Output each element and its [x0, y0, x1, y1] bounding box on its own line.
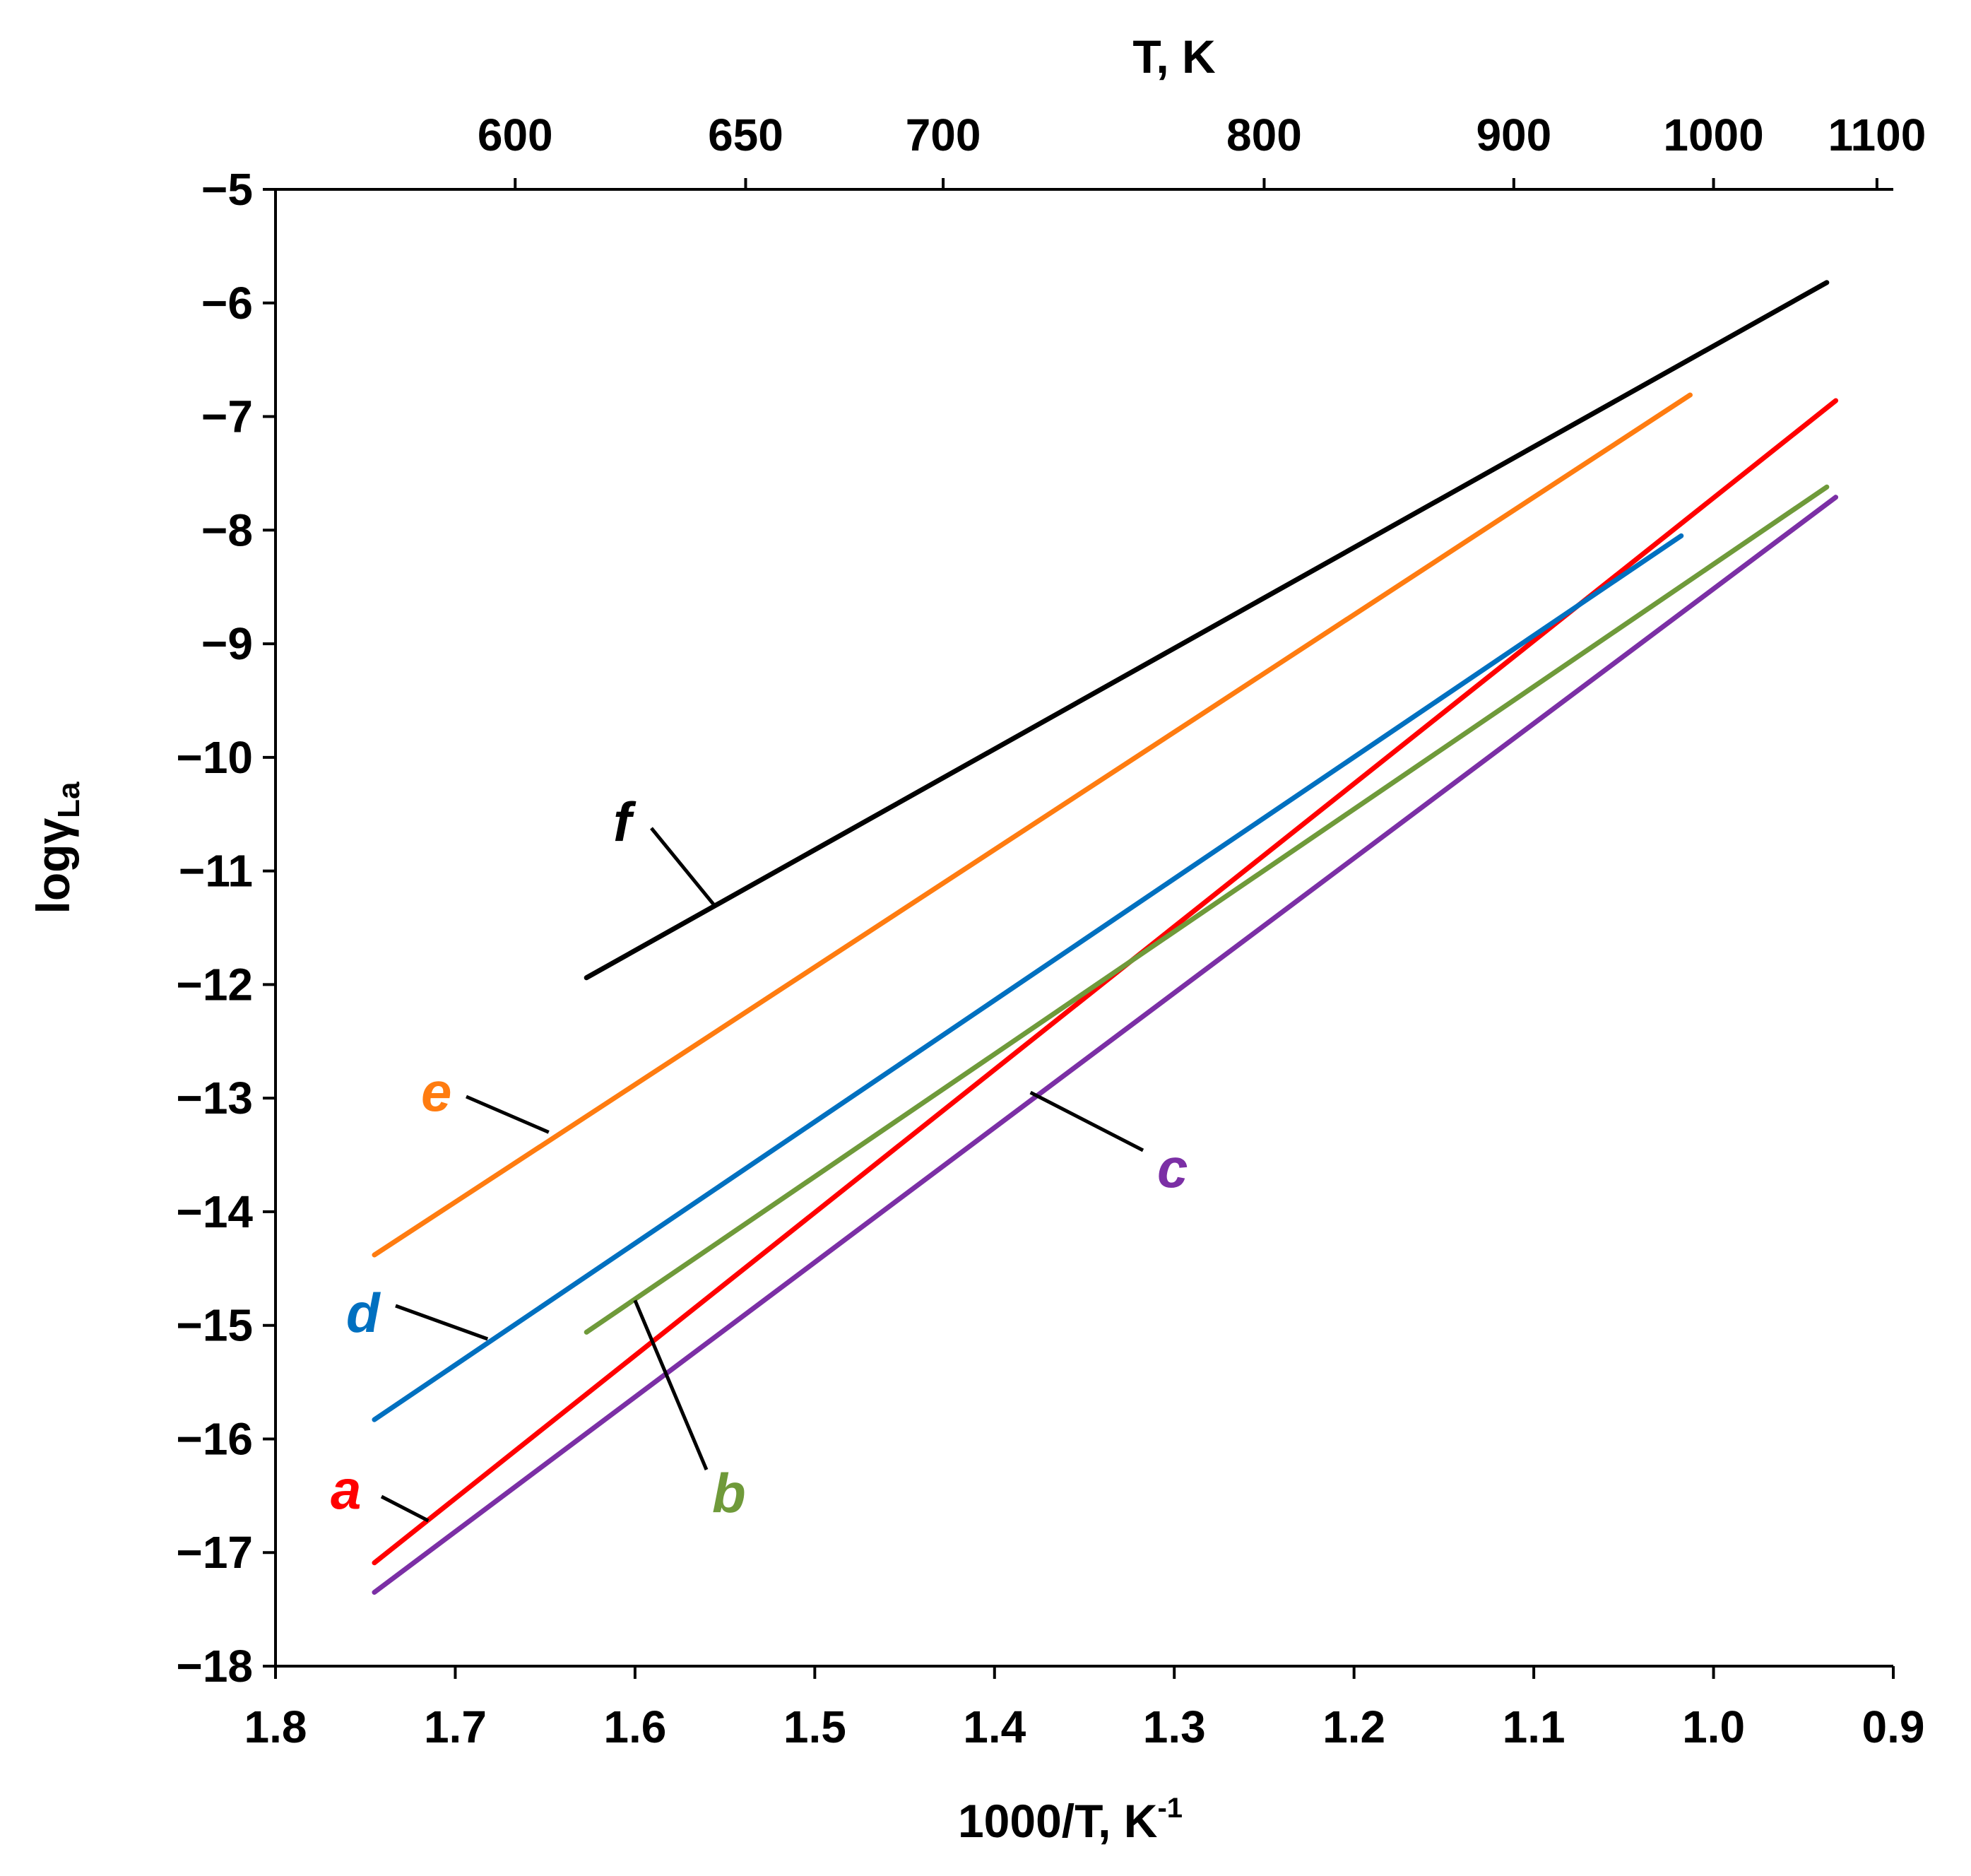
top-tick-label: 600 — [478, 110, 553, 160]
leader-line-e — [466, 1095, 550, 1134]
y-tick-label: −11 — [179, 846, 253, 897]
y-tick-label: −17 — [176, 1527, 253, 1578]
series-label-d: d — [346, 1282, 381, 1344]
y-tick-label: −10 — [176, 732, 253, 783]
x-axis-title-main: 1000/T, K — [958, 1795, 1158, 1847]
x-axis-title-sup: -1 — [1157, 1793, 1183, 1824]
series-line-d — [372, 533, 1684, 1422]
top-tick-label: 650 — [708, 110, 783, 160]
y-axis-title-sub: La — [52, 781, 86, 818]
x-tick-label: 1.6 — [603, 1701, 666, 1752]
leader-line-d — [395, 1304, 489, 1341]
y-tick-label: −8 — [201, 505, 253, 555]
leader-line-a — [380, 1494, 430, 1523]
x-tick-label: 1.3 — [1143, 1701, 1206, 1752]
y-axis-title-main: logγ — [27, 818, 79, 914]
x-tick-label: 1.2 — [1322, 1701, 1385, 1752]
top-tick-label: 900 — [1476, 110, 1551, 160]
x-axis-title: 1000/T, K-1 — [958, 1793, 1183, 1847]
series-line-e — [372, 392, 1693, 1258]
top-tick-label: 700 — [906, 110, 981, 160]
y-axis-title: logγLa — [27, 781, 86, 914]
leader-line-f — [650, 827, 716, 907]
series-label-f: f — [613, 791, 637, 853]
series-label-c: c — [1157, 1137, 1188, 1199]
leader-line-b — [633, 1299, 709, 1470]
axes — [274, 188, 1893, 1668]
x-tick-label: 1.5 — [783, 1701, 846, 1752]
x-tick-label: 1.0 — [1682, 1701, 1745, 1752]
top-tick-label: 1000 — [1663, 110, 1763, 160]
series-lines — [372, 280, 1839, 1595]
series-label-e: e — [421, 1061, 451, 1123]
x-tick-label: 1.1 — [1503, 1701, 1565, 1752]
x-tick-label: 1.7 — [424, 1701, 487, 1752]
y-tick-label: −15 — [176, 1300, 253, 1351]
top-tick-label: 1100 — [1828, 110, 1926, 160]
series-line-f — [584, 280, 1830, 981]
top-tick-label: 800 — [1226, 110, 1302, 160]
y-tick-label: −9 — [201, 618, 253, 669]
series-line-b — [584, 484, 1830, 1335]
series-label-b: b — [712, 1462, 746, 1524]
y-tick-label: −16 — [176, 1413, 253, 1464]
x-tick-label: 1.4 — [963, 1701, 1026, 1752]
y-tick-label: −18 — [176, 1641, 253, 1692]
y-tick-label: −7 — [201, 391, 253, 442]
tick-labels: −5 −6 −7 −8 −9 −10 −11 −12 −13 −14 −15 −16 −17 −18 1.8… — [176, 110, 1926, 1752]
leader-lines — [380, 827, 1144, 1523]
x-tick-label: 1.8 — [244, 1701, 307, 1752]
y-tick-label: −13 — [176, 1073, 253, 1123]
y-tick-label: −5 — [201, 164, 253, 215]
y-tick-label: −12 — [176, 959, 253, 1010]
series-label-a: a — [331, 1458, 361, 1521]
ticks — [263, 178, 1895, 1679]
x-tick-label: 0.9 — [1862, 1701, 1925, 1752]
y-tick-label: −6 — [201, 278, 253, 329]
series-line-c — [372, 495, 1839, 1595]
y-tick-label: −14 — [176, 1186, 253, 1237]
leader-line-c — [1029, 1090, 1144, 1152]
top-axis-title: T, K — [1132, 30, 1216, 83]
